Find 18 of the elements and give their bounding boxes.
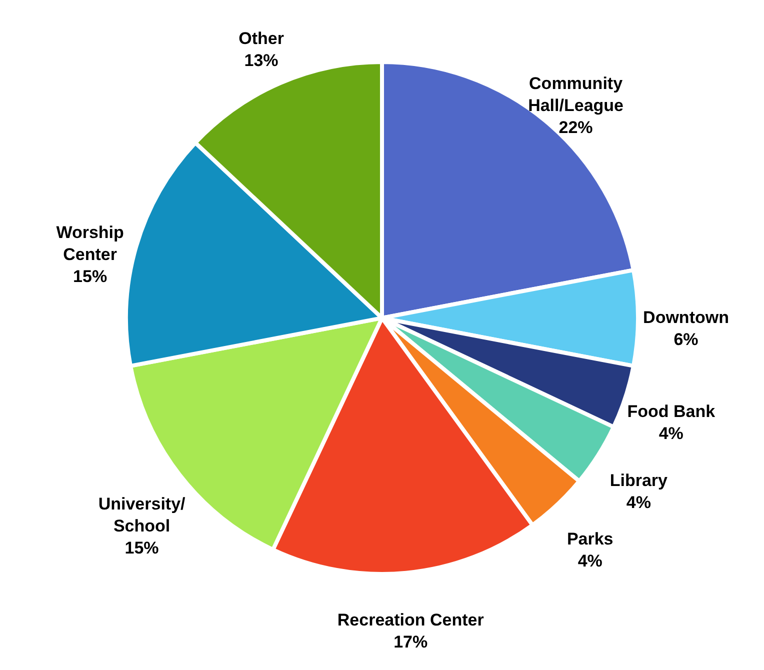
slice-label: Community Hall/League [528, 74, 624, 115]
data-label: 6% [674, 330, 698, 349]
slice-label: Other [238, 29, 284, 48]
data-label: 15% [124, 538, 159, 558]
slice-label: Downtown [643, 308, 729, 327]
data-label: 13% [244, 51, 278, 70]
slice-label: University/ School [98, 494, 186, 536]
data-label: 4% [578, 552, 602, 571]
data-label: 4% [658, 424, 684, 443]
slice-label: Worship Center [56, 223, 124, 264]
slice-label: Food Bank [627, 402, 716, 421]
slice-label: Recreation Center [337, 610, 484, 630]
slice-label: Parks [566, 530, 614, 549]
slice-label: Library [610, 470, 668, 490]
data-label: 4% [626, 492, 651, 512]
data-label: 22% [558, 118, 593, 137]
data-label: 15% [73, 267, 108, 286]
data-label: 17% [394, 632, 428, 652]
